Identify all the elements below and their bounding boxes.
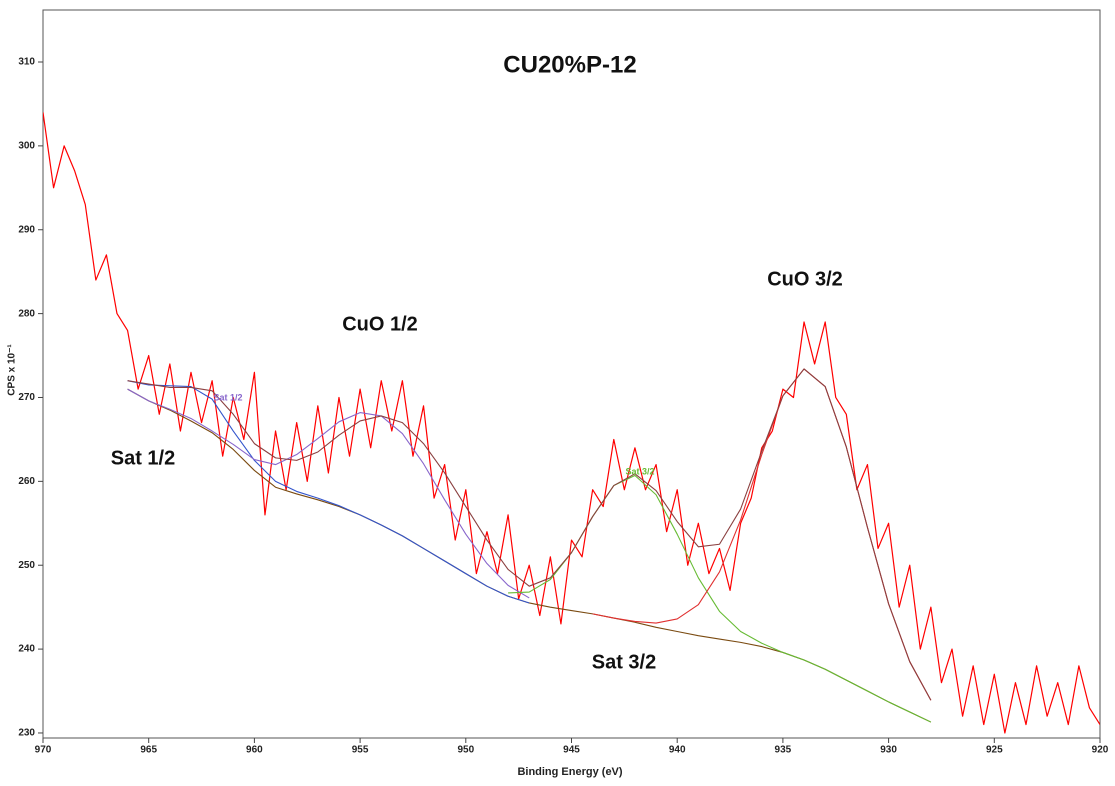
y-tick-label: 280 — [18, 308, 35, 319]
x-tick-label: 960 — [246, 745, 263, 756]
y-tick-label: 310 — [18, 57, 35, 68]
series-line — [127, 388, 932, 723]
series-line — [508, 474, 932, 723]
x-tick-label: 970 — [35, 745, 52, 756]
chart-title: CU20%P-12 — [503, 51, 636, 78]
x-tick-label: 935 — [775, 745, 792, 756]
y-axis-label: CPS x 10⁻¹ — [7, 344, 18, 396]
x-tick-label: 925 — [986, 745, 1003, 756]
annotation: Sat 3/2 — [592, 651, 656, 673]
y-tick-label: 240 — [18, 644, 35, 655]
series-line — [127, 388, 530, 599]
x-tick-label: 955 — [352, 745, 369, 756]
annotation: Sat 1/2 — [111, 447, 175, 469]
series-line — [127, 368, 932, 701]
series-line — [127, 380, 530, 604]
y-tick-label: 290 — [18, 224, 35, 235]
x-tick-label: 965 — [140, 745, 157, 756]
annotation: CuO 3/2 — [767, 268, 843, 290]
y-tick-label: 260 — [18, 476, 35, 487]
series-line — [43, 112, 1100, 734]
x-axis-label: Binding Energy (eV) — [517, 766, 622, 778]
annotation: CuO 1/2 — [342, 313, 418, 335]
y-tick-label: 250 — [18, 560, 35, 571]
plot-area — [43, 112, 1100, 734]
annotation: Sat 3/2 — [625, 466, 654, 476]
y-tick-label: 230 — [18, 728, 35, 739]
plot-frame — [42, 9, 1101, 739]
y-tick-label: 300 — [18, 141, 35, 152]
x-tick-label: 930 — [880, 745, 897, 756]
y-tick-label: 270 — [18, 392, 35, 403]
annotation: Sat 1/2 — [213, 392, 242, 402]
x-tick-label: 920 — [1092, 745, 1109, 756]
x-tick-label: 950 — [457, 745, 474, 756]
x-tick-label: 940 — [669, 745, 686, 756]
x-tick-label: 945 — [563, 745, 580, 756]
